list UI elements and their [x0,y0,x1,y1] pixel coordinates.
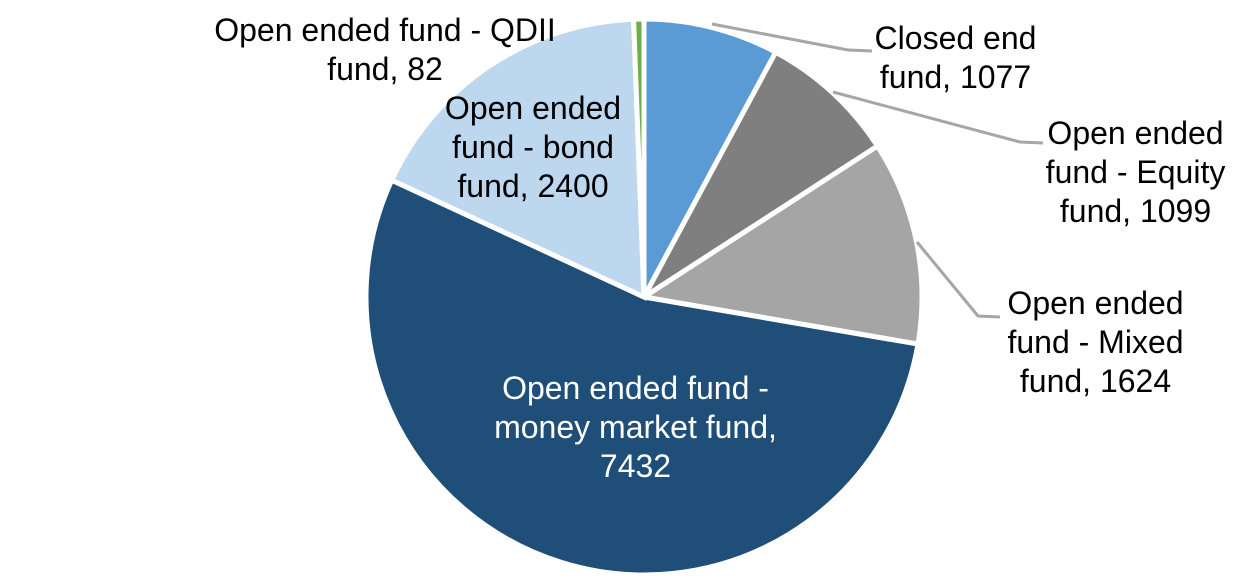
label-line: fund, 2400 [457,168,609,204]
label-line: fund, 82 [327,51,443,87]
label-line: fund, 1077 [879,59,1032,95]
label-line: 7432 [599,448,672,484]
pie-slice-closed-end-fund[interactable] [641,16,780,299]
pie-slice-open-ended-fund-bond-fund[interactable] [388,16,647,301]
label-qdii-fund: Open ended fund - QDII fund, 82 [150,11,620,89]
label-line: Open ended fund - QDII [214,12,556,48]
pie-slice-open-ended-fund-mixed-fund[interactable] [637,142,925,347]
pie-slice-open-ended-fund-money-market-fund[interactable] [363,176,921,578]
label-bond-fund: Open ended fund - bond fund, 2400 [413,89,653,206]
label-line: Open ended fund - [502,370,769,406]
label-equity-fund: Open ended fund - Equity fund, 1099 [1028,114,1243,231]
pie-slice-open-ended-fund-qdii-fund[interactable] [630,16,647,298]
label-line: money market fund, [494,409,777,445]
pie-slices [363,16,925,578]
label-money-market-fund: Open ended fund - money market fund, 743… [428,369,843,486]
leader-line-closed-end-fund [711,22,873,53]
label-mixed-fund: Open ended fund - Mixed fund, 1624 [988,284,1203,401]
leader-line-mixed-fund [915,241,1001,319]
label-line: Open ended [444,90,622,126]
label-closed-end-fund: Closed end fund, 1077 [853,19,1058,97]
label-line: fund, 1624 [1019,363,1172,399]
leader-lines [711,22,1044,319]
label-line: fund, 1099 [1059,193,1212,229]
pie-slice-open-ended-fund-equity-fund[interactable] [641,48,881,300]
label-line: fund - Mixed [1007,324,1184,360]
label-line: Open ended [1007,285,1184,321]
label-line: Closed end [874,20,1037,56]
label-line: Open ended [1047,115,1224,151]
label-line: fund - bond [452,129,614,165]
leader-line-equity-fund [832,90,1044,145]
label-line: fund - Equity [1045,154,1226,190]
